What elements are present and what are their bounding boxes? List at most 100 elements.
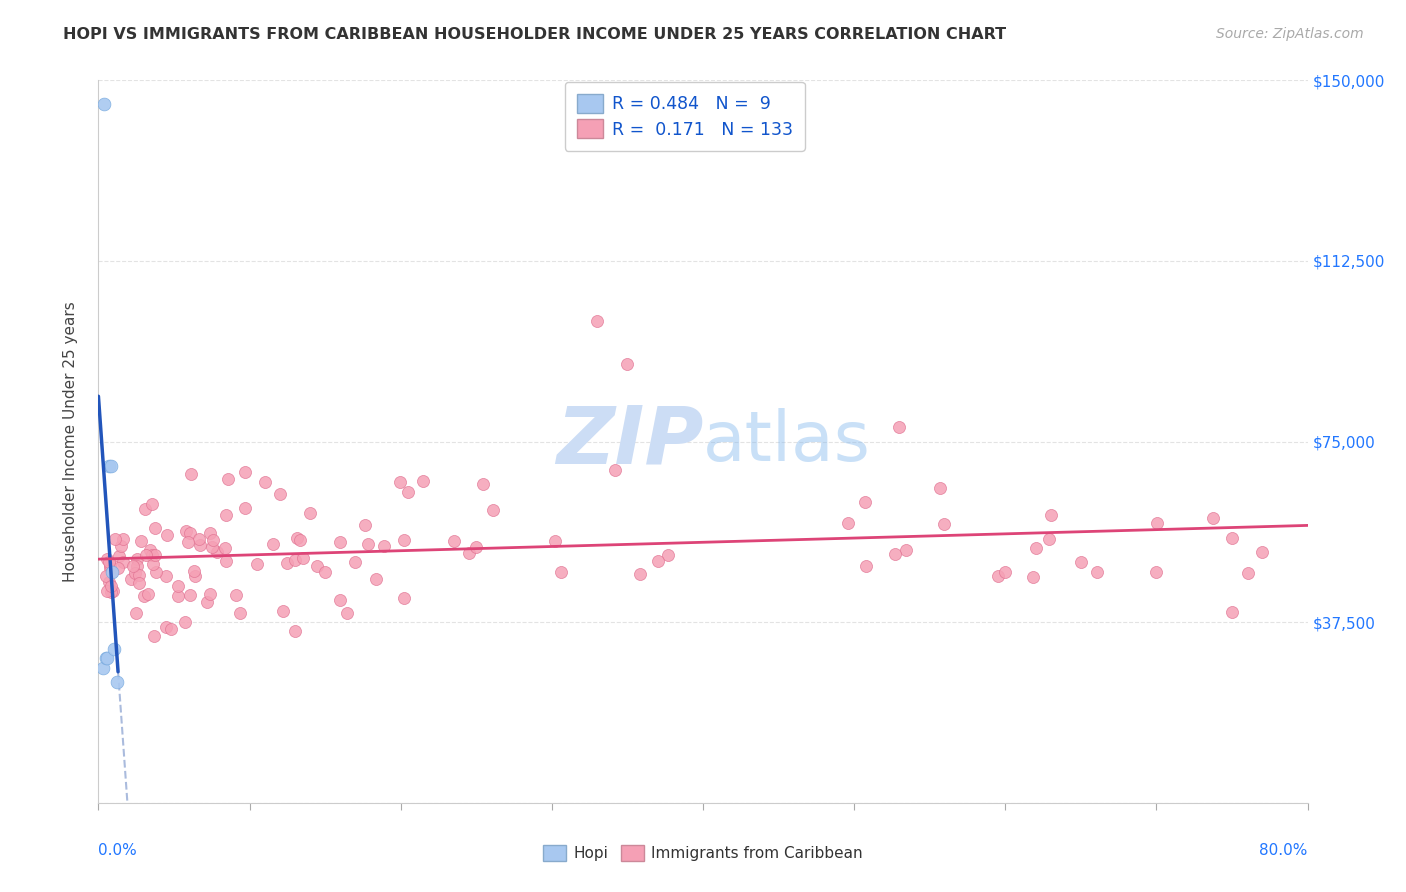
Text: 80.0%: 80.0% bbox=[1260, 843, 1308, 857]
Point bbox=[1220, 605, 1243, 619]
Point bbox=[1022, 570, 1045, 584]
Point bbox=[288, 533, 311, 548]
Point bbox=[136, 587, 159, 601]
Point bbox=[305, 558, 328, 573]
Point bbox=[1146, 516, 1168, 530]
Point bbox=[128, 576, 150, 591]
Point bbox=[96, 651, 118, 665]
Point bbox=[128, 568, 150, 582]
Point bbox=[647, 554, 669, 568]
Point bbox=[143, 549, 166, 563]
Point bbox=[314, 565, 336, 579]
Text: Source: ZipAtlas.com: Source: ZipAtlas.com bbox=[1216, 27, 1364, 41]
Point bbox=[108, 549, 131, 563]
Point bbox=[586, 314, 609, 328]
Point bbox=[284, 624, 307, 639]
Point bbox=[167, 579, 190, 593]
Point bbox=[373, 539, 395, 553]
Point bbox=[1250, 545, 1272, 559]
Point bbox=[93, 97, 115, 112]
Point bbox=[276, 556, 298, 570]
Point bbox=[214, 541, 236, 555]
Point bbox=[471, 477, 494, 491]
Point bbox=[183, 564, 205, 578]
Point bbox=[217, 472, 239, 486]
Point bbox=[1038, 532, 1060, 546]
Point bbox=[100, 458, 122, 473]
Point bbox=[233, 500, 256, 515]
Point bbox=[98, 560, 121, 574]
Point bbox=[188, 538, 211, 552]
Point bbox=[179, 588, 201, 602]
Y-axis label: Householder Income Under 25 years: Householder Income Under 25 years bbox=[63, 301, 77, 582]
Point bbox=[336, 606, 359, 620]
Point bbox=[112, 555, 135, 569]
Point bbox=[603, 463, 626, 477]
Point bbox=[96, 551, 118, 566]
Point bbox=[269, 486, 291, 500]
Point bbox=[91, 661, 114, 675]
Point bbox=[357, 536, 380, 550]
Legend: Hopi, Immigrants from Caribbean: Hopi, Immigrants from Caribbean bbox=[537, 839, 869, 867]
Point bbox=[101, 565, 124, 579]
Point bbox=[994, 565, 1017, 579]
Point bbox=[124, 566, 146, 580]
Point bbox=[464, 540, 486, 554]
Point bbox=[253, 475, 276, 489]
Point bbox=[1070, 555, 1092, 569]
Point bbox=[329, 534, 352, 549]
Point bbox=[1024, 541, 1046, 555]
Point bbox=[179, 525, 201, 540]
Point bbox=[388, 475, 411, 489]
Point bbox=[1085, 565, 1108, 579]
Point bbox=[1201, 510, 1223, 524]
Point bbox=[166, 589, 188, 603]
Point bbox=[932, 517, 955, 532]
Point bbox=[142, 629, 165, 643]
Point bbox=[855, 558, 877, 573]
Point bbox=[229, 606, 252, 620]
Point bbox=[127, 552, 149, 566]
Point bbox=[271, 604, 294, 618]
Point bbox=[1220, 531, 1243, 545]
Point bbox=[187, 532, 209, 546]
Point bbox=[353, 518, 375, 533]
Point bbox=[1144, 565, 1167, 579]
Point bbox=[183, 569, 205, 583]
Point bbox=[299, 506, 322, 520]
Point bbox=[853, 494, 876, 508]
Point bbox=[195, 595, 218, 609]
Point bbox=[215, 554, 238, 568]
Point bbox=[160, 623, 183, 637]
Point bbox=[141, 548, 163, 562]
Point bbox=[100, 558, 122, 572]
Point bbox=[1237, 566, 1260, 581]
Point bbox=[141, 497, 163, 511]
Point bbox=[894, 542, 917, 557]
Point bbox=[180, 467, 202, 481]
Point bbox=[837, 516, 859, 530]
Point bbox=[987, 569, 1010, 583]
Point bbox=[284, 553, 307, 567]
Point bbox=[392, 533, 415, 548]
Point bbox=[225, 588, 247, 602]
Point bbox=[129, 533, 152, 548]
Point bbox=[155, 569, 177, 583]
Text: HOPI VS IMMIGRANTS FROM CARIBBEAN HOUSEHOLDER INCOME UNDER 25 YEARS CORRELATION : HOPI VS IMMIGRANTS FROM CARIBBEAN HOUSEH… bbox=[63, 27, 1007, 42]
Point bbox=[657, 548, 679, 562]
Point bbox=[96, 583, 118, 598]
Point bbox=[135, 548, 157, 562]
Point bbox=[443, 533, 465, 548]
Point bbox=[263, 537, 285, 551]
Point bbox=[110, 539, 132, 553]
Point bbox=[366, 572, 388, 586]
Point bbox=[104, 533, 127, 547]
Point bbox=[392, 591, 415, 605]
Text: 0.0%: 0.0% bbox=[98, 843, 138, 857]
Point bbox=[101, 584, 124, 599]
Point bbox=[143, 521, 166, 535]
Point bbox=[396, 485, 419, 500]
Point bbox=[215, 508, 238, 523]
Point bbox=[134, 502, 156, 516]
Point bbox=[98, 458, 121, 473]
